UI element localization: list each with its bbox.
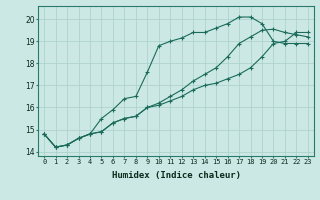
X-axis label: Humidex (Indice chaleur): Humidex (Indice chaleur): [111, 171, 241, 180]
